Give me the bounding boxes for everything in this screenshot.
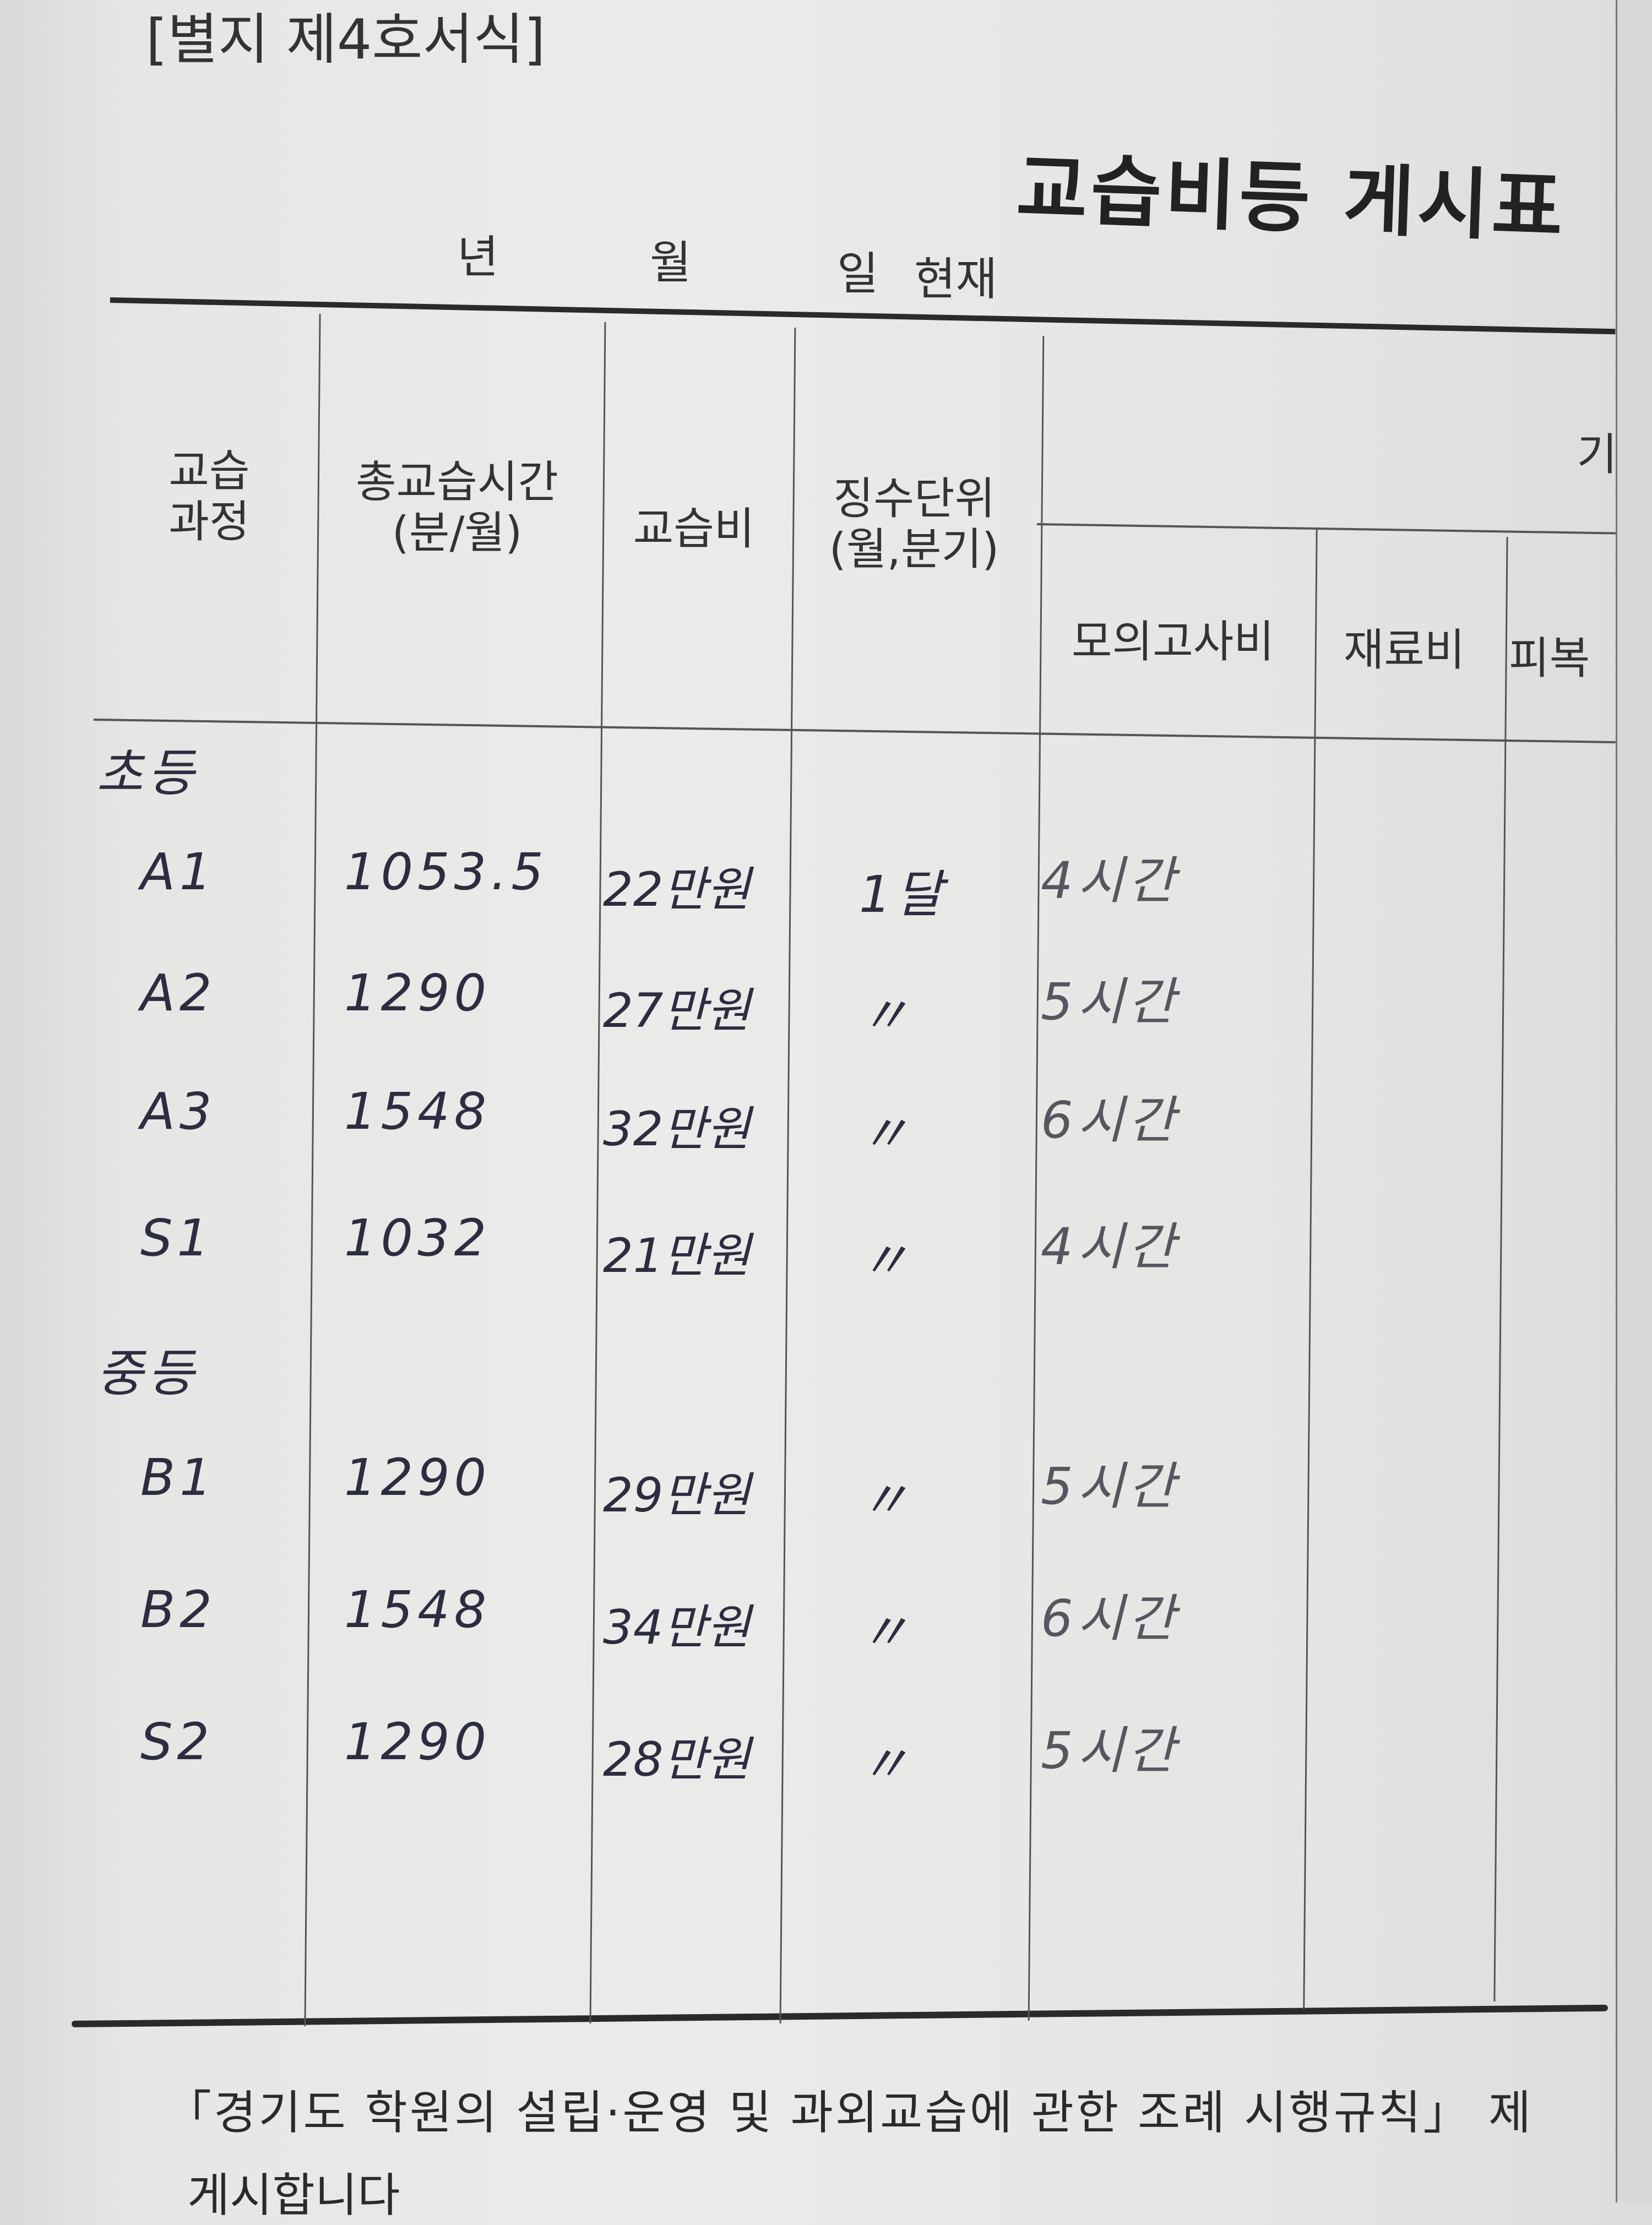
cell-total-hours: 1032 — [344, 1209, 491, 1267]
cell-total-hours: 1290 — [344, 1712, 491, 1771]
header-clothing: 피복 — [1509, 633, 1590, 684]
cell-course: B2 — [140, 1580, 216, 1639]
header-total-hours: 총교습시간 (분/월) — [356, 456, 558, 558]
cell-fee: 32만원 — [603, 1102, 751, 1157]
group-label: 중등 — [96, 1344, 199, 1403]
cell-collection-unit: 〃 — [859, 1231, 915, 1290]
header-fee: 교습비 — [633, 503, 755, 554]
cell-collection-unit: 〃 — [859, 1105, 915, 1163]
header-materials: 재료비 — [1343, 624, 1465, 676]
cell-total-hours: 1290 — [344, 1448, 491, 1507]
cell-course: S2 — [140, 1712, 214, 1771]
table-bottom-rule — [72, 2004, 1608, 2027]
cell-total-hours: 1290 — [344, 964, 491, 1022]
cell-mock-exam: 5시간 — [1041, 1721, 1180, 1780]
col-divider — [1303, 529, 1318, 2010]
group-label: 초등 — [96, 744, 199, 803]
footer-text-continued: 게시합니다 — [187, 2168, 400, 2222]
cell-collection-unit: 1달 — [859, 865, 947, 924]
cell-collection-unit: 〃 — [859, 1471, 915, 1530]
document-title: 교습비등 게시표 — [1015, 144, 1568, 253]
col-divider — [1493, 537, 1508, 2001]
cell-total-hours: 1548 — [344, 1082, 491, 1141]
date-year: 년 — [457, 231, 499, 284]
other-group-rule — [1036, 523, 1616, 535]
date-day: 일 — [837, 248, 879, 300]
cell-fee: 28만원 — [603, 1732, 751, 1787]
footer-text: 「경기도 학원의 설립·운영 및 과외교습에 관한 조례 시행규칙」 제 — [165, 2086, 1534, 2140]
cell-course: S1 — [140, 1209, 214, 1267]
cell-fee: 27만원 — [603, 983, 751, 1038]
cell-collection-unit: 〃 — [859, 1735, 915, 1794]
header-bottom-rule — [93, 719, 1616, 744]
cell-fee: 29만원 — [603, 1468, 751, 1523]
cell-mock-exam: 4시간 — [1041, 851, 1180, 910]
cell-fee: 21만원 — [603, 1228, 751, 1283]
header-course: 교습 과정 — [169, 445, 250, 547]
cell-mock-exam: 6시간 — [1041, 1589, 1180, 1648]
cell-collection-unit: 〃 — [859, 986, 915, 1045]
cell-course: A2 — [140, 964, 216, 1022]
date-month: 월 — [650, 237, 692, 289]
cell-course: A3 — [140, 1082, 216, 1141]
table-top-rule — [110, 297, 1616, 335]
page-edge — [1616, 0, 1652, 2202]
cell-fee: 22만원 — [603, 862, 751, 917]
col-divider — [304, 314, 321, 2026]
date-as-of: 현재 — [914, 253, 997, 306]
cell-fee: 34만원 — [603, 1600, 751, 1655]
cell-course: B1 — [140, 1448, 216, 1507]
cell-course: A1 — [140, 842, 216, 901]
cell-mock-exam: 5시간 — [1041, 972, 1180, 1031]
col-divider — [779, 328, 796, 2023]
cell-mock-exam: 6시간 — [1041, 1091, 1180, 1150]
header-collection-unit: 징수단위 (월,분기) — [829, 473, 999, 575]
cell-total-hours: 1053.5 — [344, 842, 548, 901]
cell-collection-unit: 〃 — [859, 1603, 915, 1662]
cell-total-hours: 1548 — [344, 1580, 491, 1639]
cell-mock-exam: 5시간 — [1041, 1457, 1180, 1516]
form-number: [별지 제4호서식] — [146, 7, 546, 72]
header-other-group: 기 — [1577, 429, 1617, 480]
header-mock-exam: 모의고사비 — [1072, 616, 1274, 667]
cell-mock-exam: 4시간 — [1041, 1217, 1180, 1276]
